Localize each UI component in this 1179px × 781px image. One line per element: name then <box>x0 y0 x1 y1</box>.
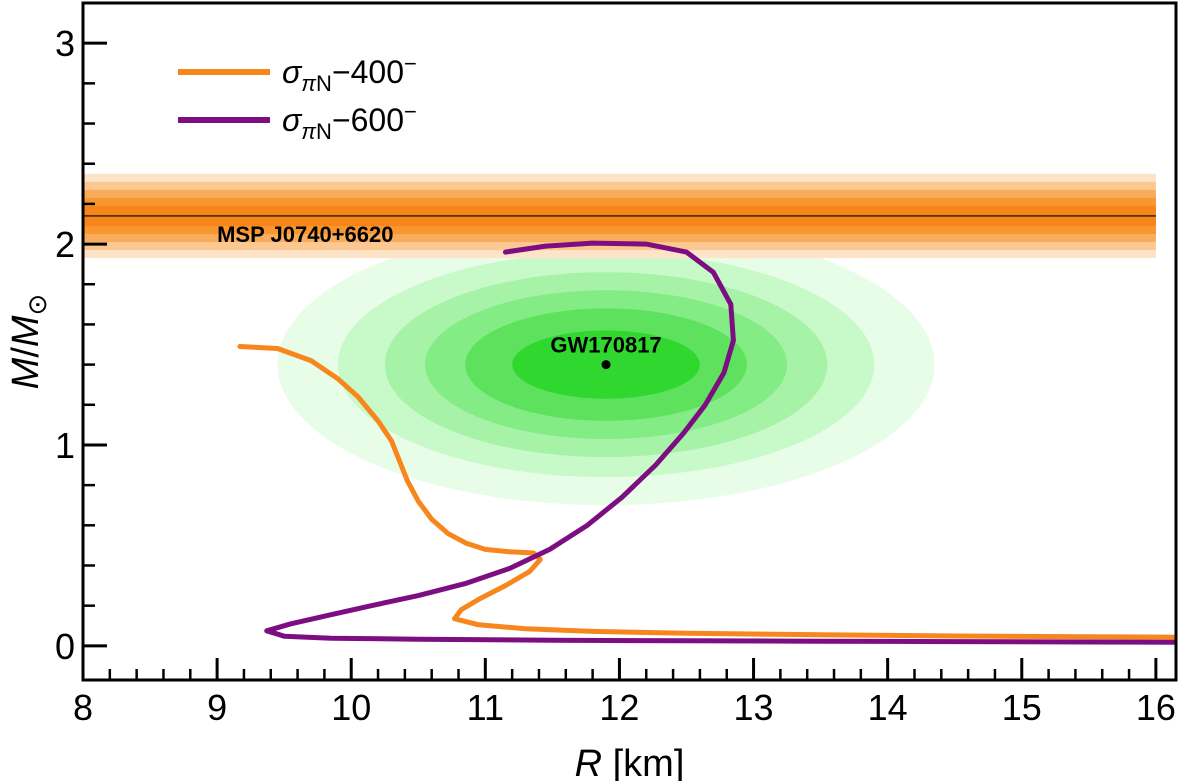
x-tick-label: 10 <box>331 687 371 728</box>
series-line-1 <box>237 344 1176 640</box>
x-tick-label: 15 <box>1002 687 1042 728</box>
x-tick-label: 13 <box>734 687 774 728</box>
x-axis-title: R [km] <box>575 743 685 781</box>
y-tick-label: 1 <box>55 425 75 466</box>
series-lines <box>237 240 1176 645</box>
gw170817-marker <box>601 360 611 370</box>
legend: σπN−400−σπN−600− <box>178 51 417 144</box>
x-tick-label: 16 <box>1136 687 1176 728</box>
plot-frame <box>81 1 1178 682</box>
y-tick-label: 0 <box>55 626 75 667</box>
x-tick-label: 12 <box>599 687 639 728</box>
y-tick-label: 2 <box>55 224 75 265</box>
msp-band <box>83 173 1156 259</box>
y-axis-title: M/M⊙ <box>5 294 52 390</box>
gw170817-label: GW170817 <box>550 333 661 358</box>
series-line-2 <box>264 240 1176 645</box>
legend-label-2: σπN−600− <box>282 99 417 144</box>
x-tick-label: 14 <box>868 687 908 728</box>
legend-label-1: σπN−400− <box>282 51 417 96</box>
msp-label: MSP J0740+6620 <box>217 222 393 247</box>
x-tick-label: 11 <box>467 687 504 728</box>
x-tick-label: 8 <box>73 687 93 728</box>
x-tick-label: 9 <box>207 687 227 728</box>
annotations: GW170817 MSP J0740+6620 <box>217 222 662 370</box>
y-tick-label: 3 <box>55 23 75 64</box>
